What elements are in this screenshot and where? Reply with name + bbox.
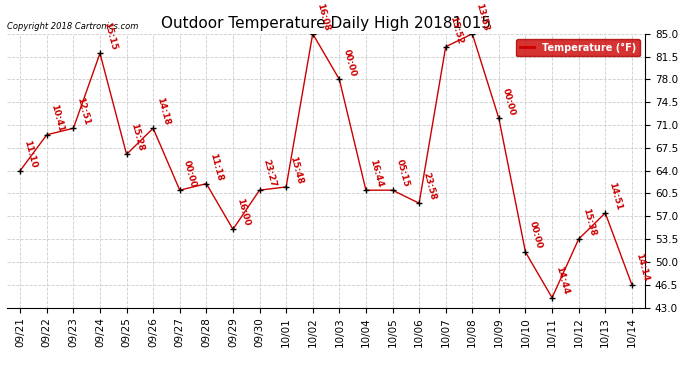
Text: 14:18: 14:18 [155,96,171,126]
Text: 16:44: 16:44 [368,158,384,188]
Text: 15:28: 15:28 [129,122,145,152]
Legend: Temperature (°F): Temperature (°F) [516,39,640,57]
Text: 16:08: 16:08 [315,2,331,32]
Text: 11:18: 11:18 [208,152,224,182]
Text: 15:48: 15:48 [288,155,304,185]
Text: 11:10: 11:10 [22,139,39,169]
Text: 15:52: 15:52 [448,15,464,45]
Text: 05:15: 05:15 [395,158,411,188]
Text: 23:58: 23:58 [421,171,437,201]
Text: 10:41: 10:41 [49,103,65,133]
Text: 00:00: 00:00 [528,220,544,250]
Text: 23:27: 23:27 [262,158,278,188]
Text: 15:15: 15:15 [102,21,118,51]
Text: 12:51: 12:51 [75,96,92,126]
Text: 13:53: 13:53 [475,2,491,32]
Title: Outdoor Temperature Daily High 20181015: Outdoor Temperature Daily High 20181015 [161,16,491,31]
Text: 00:00: 00:00 [342,48,357,77]
Text: 14:14: 14:14 [634,252,650,283]
Text: Copyright 2018 Cartronics.com: Copyright 2018 Cartronics.com [7,22,138,31]
Text: 14:51: 14:51 [607,181,624,211]
Text: 00:00: 00:00 [182,159,198,188]
Text: 00:00: 00:00 [501,87,517,117]
Text: 15:38: 15:38 [581,207,597,237]
Text: 14:44: 14:44 [554,266,571,296]
Text: 16:00: 16:00 [235,198,251,227]
